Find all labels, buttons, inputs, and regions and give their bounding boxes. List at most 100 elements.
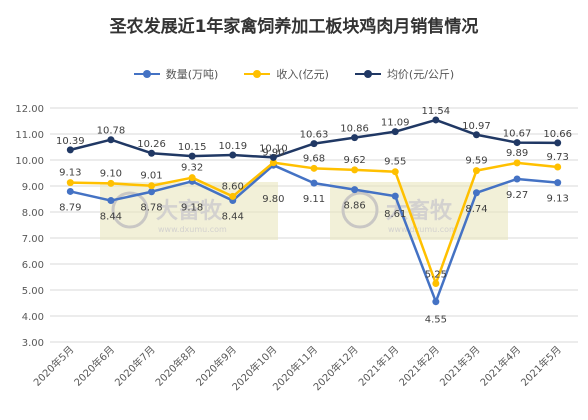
y-tick-label: 5.00 (22, 286, 44, 297)
data-point-revenue (513, 159, 521, 167)
y-tick-label: 10.00 (15, 156, 44, 167)
data-label-revenue: 9.55 (384, 157, 406, 168)
y-tick-label: 12.00 (15, 104, 44, 115)
y-tick-label: 7.00 (22, 234, 44, 245)
data-label-price: 11.54 (422, 106, 451, 117)
data-point-revenue (188, 174, 196, 182)
data-point-price (472, 131, 480, 139)
x-tick-label: 2021年1月 (356, 343, 402, 389)
data-label-price: 10.39 (56, 136, 85, 147)
data-point-price (229, 151, 237, 159)
data-point-quantity (554, 179, 562, 187)
data-label-revenue: 8.60 (222, 181, 244, 192)
legend-item-revenue: 收入(亿元) (244, 66, 329, 82)
data-label-quantity: 8.86 (343, 201, 365, 212)
data-label-revenue: 5.25 (425, 270, 447, 281)
data-label-quantity: 8.44 (222, 212, 244, 223)
y-tick-label: 4.00 (22, 312, 44, 323)
y-tick-label: 11.00 (15, 130, 44, 141)
legend-swatch-price (354, 69, 381, 79)
legend-item-quantity: 数量(万吨) (133, 66, 218, 82)
watermark-text: 大畜牧 (156, 198, 223, 224)
x-tick-label: 2020年9月 (193, 343, 239, 389)
data-point-quantity (351, 186, 359, 194)
data-point-price (391, 128, 399, 136)
y-tick-label: 3.00 (22, 338, 44, 349)
data-label-quantity: 9.27 (506, 190, 528, 201)
data-point-price (513, 139, 521, 147)
data-label-quantity: 8.78 (140, 203, 162, 214)
data-label-revenue: 9.90 (262, 148, 284, 159)
data-point-quantity (391, 192, 399, 200)
data-label-quantity: 4.55 (425, 315, 447, 326)
data-point-price (269, 153, 277, 161)
data-point-price (351, 134, 359, 142)
data-label-price: 10.19 (218, 141, 247, 152)
data-label-quantity: 9.11 (303, 194, 325, 205)
data-label-quantity: 9.18 (181, 202, 203, 213)
data-point-quantity (107, 197, 115, 205)
data-point-revenue (107, 179, 115, 187)
data-label-price: 10.15 (178, 142, 207, 153)
data-point-revenue (391, 168, 399, 176)
data-label-quantity: 8.61 (384, 209, 406, 220)
data-label-price: 10.97 (462, 121, 491, 132)
data-label-revenue: 9.73 (547, 152, 569, 163)
data-point-price (107, 136, 115, 144)
data-label-quantity: 8.79 (59, 202, 81, 213)
data-label-revenue: 9.10 (100, 168, 122, 179)
data-point-revenue (351, 166, 359, 174)
data-point-price (310, 140, 318, 148)
x-tick-label: 2020年6月 (71, 343, 117, 389)
watermark-logo-icon (111, 191, 149, 229)
data-point-revenue (472, 167, 480, 175)
data-point-quantity (310, 179, 318, 187)
data-label-price: 10.10 (259, 143, 288, 154)
data-label-quantity: 9.13 (547, 194, 569, 205)
chart-legend: 数量(万吨) 收入(亿元) 均价(元/公斤) (0, 66, 588, 82)
data-label-price: 10.86 (340, 124, 369, 135)
data-label-revenue: 9.13 (59, 168, 81, 179)
chart-title: 圣农发展近1年家禽饲养加工板块鸡肉月销售情况 (109, 17, 479, 37)
data-label-quantity: 8.74 (465, 204, 487, 215)
data-label-revenue: 9.62 (343, 155, 365, 166)
data-point-quantity (472, 189, 480, 197)
data-point-revenue (432, 280, 440, 287)
data-point-revenue (269, 159, 277, 167)
legend-swatch-quantity (133, 69, 160, 79)
x-tick-label: 2020年5月 (31, 343, 77, 389)
x-tick-label: 2020年8月 (152, 343, 198, 389)
data-point-price (432, 116, 440, 124)
watermark-subtext: www.dxumu.com (388, 225, 457, 234)
data-point-price (188, 152, 196, 160)
y-tick-label: 6.00 (22, 260, 44, 271)
data-label-price: 10.26 (137, 139, 166, 150)
data-point-revenue (148, 182, 156, 190)
data-label-revenue: 9.32 (181, 163, 203, 174)
y-tick-label: 8.00 (22, 208, 44, 219)
data-label-revenue: 9.89 (506, 148, 528, 159)
data-point-revenue (554, 163, 562, 171)
data-point-quantity (148, 188, 156, 196)
legend-swatch-revenue (244, 69, 271, 79)
data-label-revenue: 9.59 (465, 156, 487, 167)
data-point-price (554, 139, 562, 147)
data-label-quantity: 8.44 (100, 212, 122, 223)
data-label-price: 10.63 (300, 130, 329, 141)
data-label-revenue: 9.01 (140, 171, 162, 182)
watermark-logo-icon (341, 191, 379, 229)
data-point-revenue (310, 164, 318, 172)
watermark-subtext: www.dxumu.com (158, 225, 227, 234)
data-label-price: 10.67 (503, 129, 532, 140)
data-point-quantity (432, 298, 440, 306)
legend-label-revenue: 收入(亿元) (276, 68, 329, 81)
data-point-revenue (229, 192, 237, 200)
data-point-price (148, 149, 156, 157)
legend-label-price: 均价(元/公斤) (386, 68, 455, 81)
data-point-price (66, 146, 74, 154)
x-tick-label: 2021年3月 (437, 343, 483, 389)
x-tick-label: 2021年2月 (396, 343, 442, 389)
y-tick-label: 9.00 (22, 182, 44, 193)
